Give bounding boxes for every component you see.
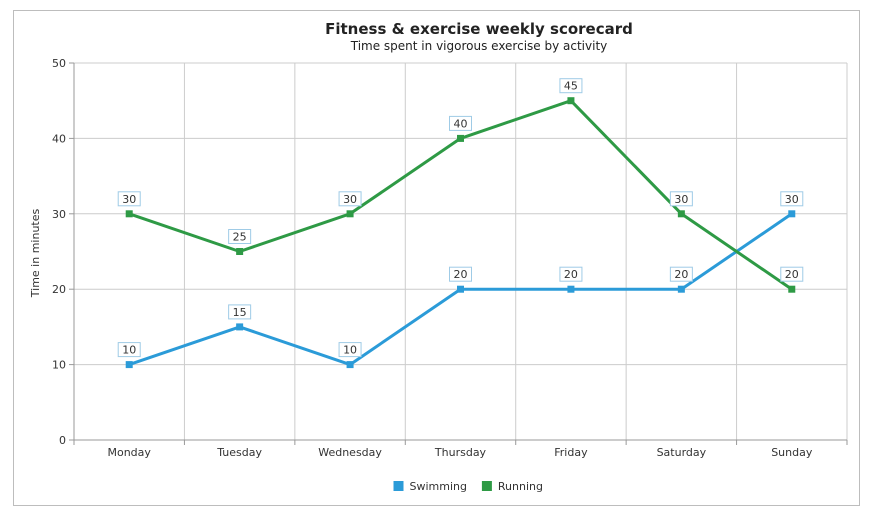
y-tick-label: 50 bbox=[52, 57, 66, 70]
data-label-box bbox=[669, 266, 693, 282]
x-tick-label: Sunday bbox=[771, 446, 813, 459]
data-labels: 10 15 10 20 20 20 30 30 25 30 40 45 30 20 bbox=[117, 78, 804, 358]
data-label-box bbox=[449, 115, 472, 131]
data-point[interactable] bbox=[567, 97, 575, 105]
y-tick-label: 40 bbox=[52, 132, 66, 145]
data-point[interactable] bbox=[125, 361, 133, 369]
axes: 0 10 20 30 40 50 Monday Tuesday Wednesday Thursda… bbox=[52, 57, 848, 459]
x-tick-label: Monday bbox=[107, 446, 151, 459]
y-tick-label: 30 bbox=[52, 208, 66, 221]
data-label: 30 bbox=[785, 193, 799, 206]
data-point[interactable] bbox=[125, 210, 133, 218]
data-label: 40 bbox=[454, 117, 468, 130]
data-label: 10 bbox=[122, 344, 136, 357]
data-label-box bbox=[338, 342, 362, 358]
chart-title: Fitness & exercise weekly scorecard bbox=[325, 20, 633, 38]
y-tick-label: 0 bbox=[59, 434, 66, 447]
data-label: 20 bbox=[785, 268, 799, 281]
data-label-box bbox=[228, 229, 252, 244]
data-label: 30 bbox=[674, 193, 688, 206]
data-point[interactable] bbox=[677, 210, 685, 218]
legend-swatch-running[interactable] bbox=[481, 481, 492, 491]
data-label-box bbox=[780, 266, 804, 282]
data-label-box bbox=[559, 78, 583, 94]
chart-subtitle: Time spent in vigorous exercise by activ… bbox=[350, 39, 608, 53]
data-label: 10 bbox=[343, 344, 357, 357]
data-label-box bbox=[449, 266, 472, 282]
data-label-box bbox=[780, 191, 804, 207]
data-label-box bbox=[117, 342, 141, 358]
y-tick-label: 10 bbox=[52, 359, 66, 372]
series-layer bbox=[125, 97, 796, 369]
data-label: 20 bbox=[674, 268, 688, 281]
x-tick-label: Friday bbox=[554, 446, 588, 459]
legend-label-swimming[interactable]: Swimming bbox=[410, 480, 467, 493]
data-point[interactable] bbox=[567, 285, 575, 293]
x-tick-label: Saturday bbox=[657, 446, 707, 459]
data-point[interactable] bbox=[236, 248, 244, 255]
y-axis-title: Time in minutes bbox=[29, 208, 42, 298]
data-label: 25 bbox=[233, 231, 247, 244]
data-point[interactable] bbox=[788, 285, 796, 293]
x-tick-label: Thursday bbox=[434, 446, 487, 459]
data-label: 15 bbox=[233, 306, 247, 319]
legend-swatch-swimming[interactable] bbox=[393, 481, 404, 491]
x-tick-label: Wednesday bbox=[318, 446, 382, 459]
data-label: 45 bbox=[564, 80, 578, 93]
chart-frame bbox=[13, 10, 860, 506]
legend[interactable]: Swimming Running bbox=[393, 480, 543, 493]
data-point[interactable] bbox=[457, 285, 464, 293]
data-point[interactable] bbox=[788, 210, 796, 218]
data-label-box bbox=[117, 191, 141, 207]
data-point[interactable] bbox=[457, 134, 464, 142]
data-label-box bbox=[338, 191, 362, 207]
x-tick-label: Tuesday bbox=[216, 446, 262, 459]
data-label: 20 bbox=[454, 268, 468, 281]
y-tick-label: 20 bbox=[52, 283, 66, 296]
data-label-box bbox=[559, 266, 583, 282]
data-label: 30 bbox=[343, 193, 357, 206]
legend-label-running[interactable]: Running bbox=[498, 480, 543, 493]
grid bbox=[74, 62, 848, 440]
data-point[interactable] bbox=[677, 285, 685, 293]
data-label: 30 bbox=[122, 193, 136, 206]
data-label-box bbox=[228, 304, 252, 320]
data-point[interactable] bbox=[236, 323, 244, 331]
data-point[interactable] bbox=[346, 210, 354, 218]
data-label: 20 bbox=[564, 268, 578, 281]
data-label-box bbox=[669, 191, 693, 207]
data-point[interactable] bbox=[346, 361, 354, 369]
